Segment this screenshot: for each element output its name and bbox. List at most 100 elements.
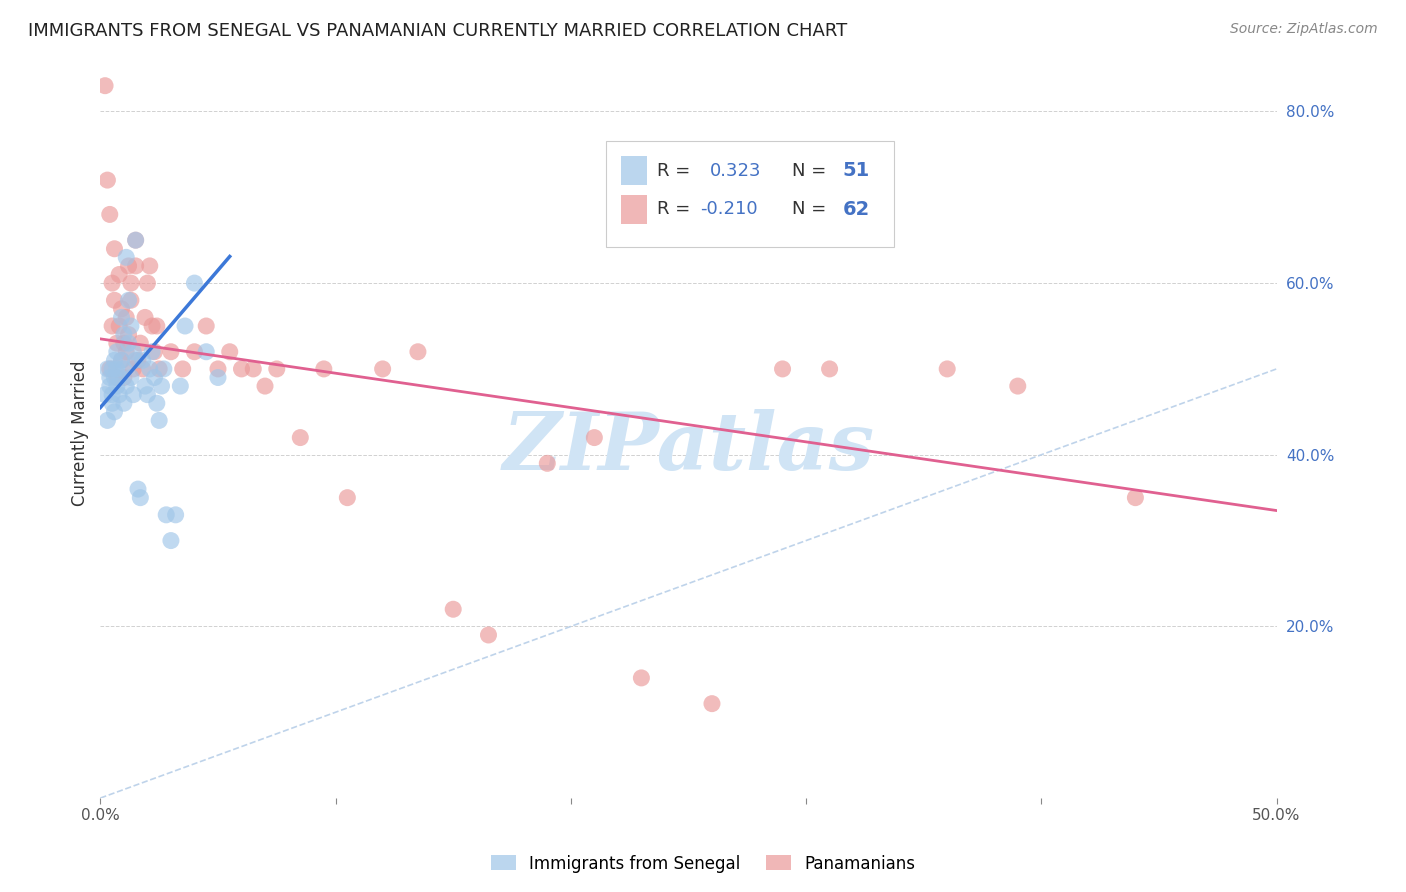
Point [117, 293, 139, 308]
Point [105, 370, 128, 384]
Point [122, 362, 145, 376]
Point [207, 370, 229, 384]
Point [312, 362, 335, 376]
Point [146, 318, 169, 333]
Point [124, 353, 146, 368]
Point [131, 362, 153, 376]
Point [406, 344, 429, 359]
Point [165, 508, 187, 522]
Point [108, 387, 131, 401]
Point [124, 233, 146, 247]
Text: Source: ZipAtlas.com: Source: ZipAtlas.com [1230, 22, 1378, 37]
Point [146, 396, 169, 410]
Point [103, 242, 125, 256]
Point [117, 336, 139, 351]
Point [105, 336, 128, 351]
Point [865, 173, 887, 187]
Point [136, 276, 159, 290]
Point [108, 318, 131, 333]
Point [120, 276, 142, 290]
Point [112, 336, 135, 351]
Text: ZIPatlas: ZIPatlas [502, 409, 875, 487]
Point [127, 482, 149, 496]
Legend: Immigrants from Senegal, Panamanians: Immigrants from Senegal, Panamanians [485, 848, 921, 880]
Text: -0.210: -0.210 [700, 201, 758, 219]
Point [336, 491, 359, 505]
Point [120, 293, 142, 308]
Point [112, 362, 135, 376]
Point [94, 387, 117, 401]
Point [110, 301, 132, 316]
Point [98, 370, 121, 384]
Point [115, 251, 138, 265]
Point [207, 362, 229, 376]
Point [96, 362, 118, 376]
Point [1007, 379, 1029, 393]
Point [134, 310, 156, 325]
Point [153, 362, 176, 376]
Point [818, 362, 841, 376]
Point [124, 233, 146, 247]
Point [122, 344, 145, 359]
Point [371, 362, 394, 376]
Point [139, 259, 162, 273]
Point [536, 456, 558, 470]
Y-axis label: Currently Married: Currently Married [72, 360, 89, 506]
Point [583, 431, 606, 445]
Text: N =: N = [792, 161, 827, 179]
Point [141, 344, 163, 359]
Point [129, 491, 152, 505]
Point [150, 379, 173, 393]
Point [183, 276, 205, 290]
Point [94, 78, 117, 93]
Point [96, 413, 118, 427]
Point [630, 671, 652, 685]
Text: IMMIGRANTS FROM SENEGAL VS PANAMANIAN CURRENTLY MARRIED CORRELATION CHART: IMMIGRANTS FROM SENEGAL VS PANAMANIAN CU… [28, 22, 848, 40]
Point [266, 362, 288, 376]
Point [129, 336, 152, 351]
Point [143, 370, 166, 384]
Point [101, 318, 124, 333]
Point [103, 370, 125, 384]
Point [195, 344, 218, 359]
Point [98, 362, 121, 376]
Point [103, 293, 125, 308]
Point [103, 353, 125, 368]
Point [1125, 491, 1147, 505]
Point [183, 344, 205, 359]
Point [115, 379, 138, 393]
Point [936, 362, 959, 376]
Point [195, 318, 218, 333]
Point [174, 318, 197, 333]
Point [124, 259, 146, 273]
Point [98, 379, 121, 393]
Text: 0.323: 0.323 [710, 161, 761, 179]
Point [98, 207, 121, 221]
Point [155, 508, 177, 522]
Text: N =: N = [792, 201, 827, 219]
Point [127, 353, 149, 368]
Point [231, 362, 253, 376]
Point [120, 318, 142, 333]
FancyBboxPatch shape [606, 142, 894, 247]
Point [139, 362, 162, 376]
Point [103, 405, 125, 419]
Point [101, 276, 124, 290]
Point [112, 370, 135, 384]
Text: 51: 51 [842, 161, 870, 180]
Text: 62: 62 [842, 200, 870, 219]
Point [101, 387, 124, 401]
Point [700, 697, 723, 711]
Point [108, 268, 131, 282]
Point [101, 396, 124, 410]
Point [105, 362, 128, 376]
Point [110, 353, 132, 368]
Bar [621, 156, 647, 186]
Point [105, 344, 128, 359]
Point [131, 353, 153, 368]
Point [115, 344, 138, 359]
Point [441, 602, 464, 616]
Point [110, 353, 132, 368]
Point [169, 379, 191, 393]
Point [477, 628, 499, 642]
